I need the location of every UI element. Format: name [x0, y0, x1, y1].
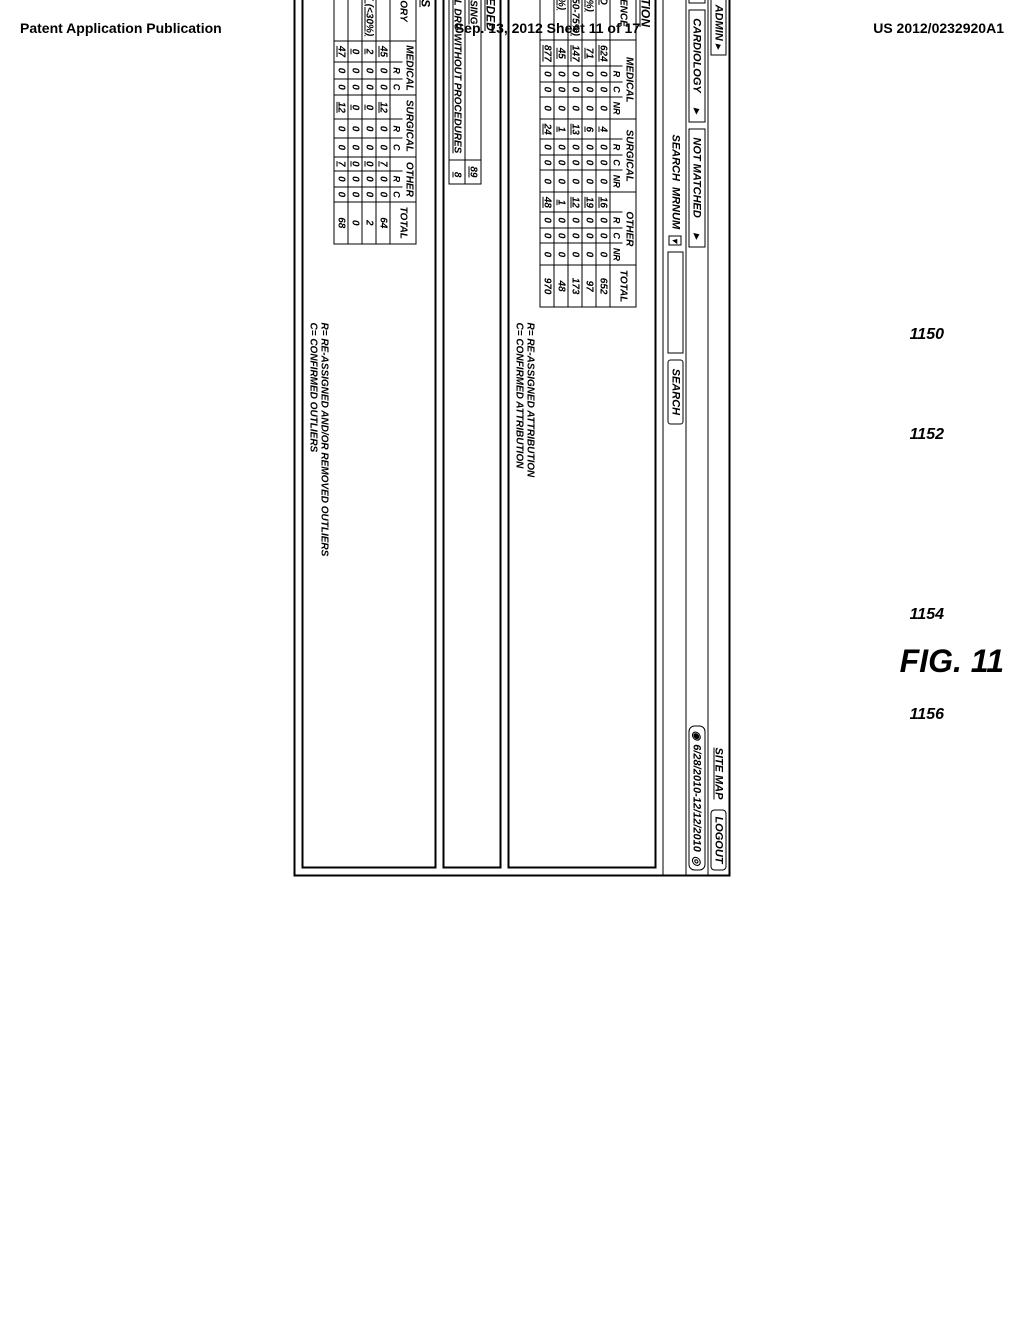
outliers-section: OUTLIERS CATEGORY MEDICAL SURGICAL OTHER…: [302, 0, 437, 869]
ref-1156: 1156: [910, 706, 944, 724]
attribution-legend: R= RE-ASSIGNED ATTRIBUTION C= CONFIRMED …: [510, 0, 536, 867]
notmatched-tab[interactable]: NOT MATCHED ▸: [689, 128, 706, 247]
table-row[interactable]: HIGH (>75%)7100060001900097: [582, 0, 596, 307]
outliers-legend: R= RE-ASSIGNED AND/OR REMOVED OUTLIERS C…: [304, 0, 330, 867]
app-window: HOME ▸ ADMIN ▸ SITE MAP LOGOUT AY2011 ▸ …: [294, 0, 731, 877]
table-row[interactable]: COMPLEX (<30%)2000000002: [362, 0, 376, 244]
table-row[interactable]: BOTH0000000000: [348, 0, 362, 244]
search-input[interactable]: [668, 252, 684, 354]
table-row[interactable]: CONFIMED624000400016000652: [596, 0, 610, 307]
search-button[interactable]: SEARCH: [668, 360, 684, 424]
table-row[interactable]: TOTAL4700120070068: [334, 0, 348, 244]
ref-1154: 1154: [910, 606, 944, 624]
dataneeded-section: DATA NEEDED DATA MISSING89 SURGICAL DRG …: [443, 0, 502, 869]
ref-1150: 1150: [910, 326, 944, 344]
dataneeded-table: DATA MISSING89 SURGICAL DRG WITHOUT PROC…: [449, 0, 482, 184]
ref-1152: 1152: [910, 426, 944, 444]
admin-menu[interactable]: ADMIN ▸: [711, 0, 727, 56]
date-target-icon: ◎: [691, 856, 704, 866]
dept-tab[interactable]: CARDIOLOGY ▸: [689, 9, 706, 122]
mrnum-label: MRNUM: [670, 187, 682, 229]
table-row[interactable]: MEDIUM (50-75%)1470001300012000173: [568, 0, 582, 307]
search-label: SEARCH: [670, 135, 682, 181]
table-row[interactable]: DAYS4500120070064: [376, 0, 390, 244]
dataneeded-title: DATA NEEDED: [482, 0, 500, 867]
attribution-section: ATTRIBUTION CONFIDENCE MEDICAL SURGICAL …: [508, 0, 657, 869]
attribution-title: ATTRIBUTION: [637, 0, 655, 867]
outliers-title: OUTLIERS: [417, 0, 435, 867]
clock-icon: ◉: [691, 731, 704, 741]
logout-button[interactable]: LOGOUT: [711, 809, 727, 870]
outliers-table: CATEGORY MEDICAL SURGICAL OTHER TOTAL RC…: [334, 0, 417, 244]
search-row: SEARCH MRNUM ▾ SEARCH: [663, 0, 686, 875]
sitemap-link[interactable]: SITE MAP: [712, 741, 726, 805]
subheader: AY2011 ▸ CARDIOLOGY ▸ NOT MATCHED ▸ ◉ 6/…: [686, 0, 708, 875]
table-row[interactable]: LOW (<50%)450001000100048: [554, 0, 568, 307]
table-row[interactable]: TOTAL8770002400048000970: [540, 0, 554, 307]
ay-tab[interactable]: AY2011 ▸: [689, 0, 706, 3]
pub-number: US 2012/0232920A1: [873, 20, 1004, 36]
date-range[interactable]: ◉ 6/28/2010-12/12/2010 ◎: [689, 726, 706, 871]
mrnum-dropdown[interactable]: ▾: [669, 235, 682, 246]
table-row[interactable]: SURGICAL DRG WITHOUT PROCEDURES8: [449, 0, 465, 184]
table-row[interactable]: DATA MISSING89: [465, 0, 481, 184]
topbar: HOME ▸ ADMIN ▸ SITE MAP LOGOUT: [708, 0, 729, 875]
attribution-table: CONFIDENCE MEDICAL SURGICAL OTHER TOTAL …: [540, 0, 637, 307]
pub-label: Patent Application Publication: [20, 20, 222, 36]
